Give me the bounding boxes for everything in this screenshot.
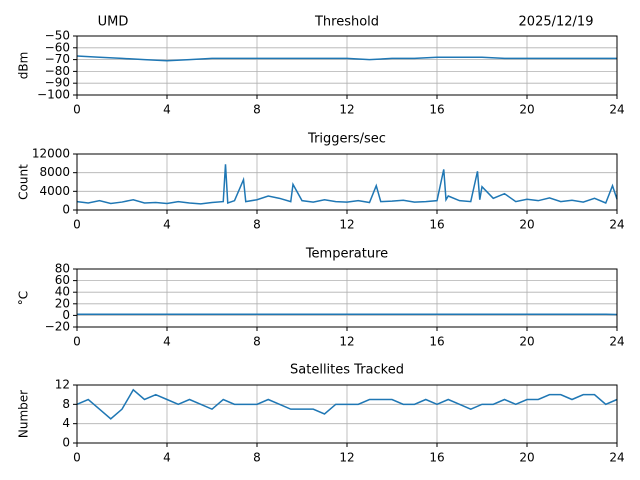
x-tick-label: 20 (519, 335, 534, 349)
x-tick-label: 0 (73, 451, 81, 465)
x-tick-label: 16 (429, 335, 444, 349)
data-line (76, 55, 617, 62)
y-tick-label: 4 (62, 416, 70, 430)
axes-frame (76, 35, 618, 96)
x-tick-label: 24 (609, 218, 624, 232)
x-tick-label: 8 (253, 335, 261, 349)
x-tick-label: 4 (163, 218, 171, 232)
y-tick-label: 12000 (32, 147, 70, 161)
y-tick-label: 8000 (39, 165, 70, 179)
y-tick-label: 80 (55, 262, 70, 276)
axes-frame (76, 384, 618, 444)
x-tick-label: 0 (73, 103, 81, 117)
x-tick-label: 8 (253, 218, 261, 232)
x-tick-label: 16 (429, 451, 444, 465)
y-tick-label: 60 (55, 273, 70, 287)
x-tick-label: 8 (253, 103, 261, 117)
x-tick-label: 24 (609, 335, 624, 349)
x-tick-label: 24 (609, 451, 624, 465)
chart-title: Triggers/sec (307, 132, 386, 147)
x-tick-label: 0 (73, 218, 81, 232)
chart-title: Threshold (314, 15, 379, 30)
y-tick-label: 8 (62, 397, 70, 411)
y-tick-label: 0 (62, 308, 70, 322)
y-axis-label: Number (17, 390, 31, 438)
x-tick-label: 16 (429, 218, 444, 232)
x-tick-label: 12 (339, 218, 354, 232)
y-tick-label: −60 (45, 40, 70, 54)
x-tick-label: 8 (253, 451, 261, 465)
y-tick-label: −50 (45, 29, 70, 43)
y-axis-label: °C (17, 291, 31, 305)
y-tick-label: −20 (45, 320, 70, 334)
x-tick-label: 20 (519, 218, 534, 232)
x-tick-label: 12 (339, 103, 354, 117)
y-axis-label: dBm (17, 52, 31, 80)
chart-title: Temperature (305, 247, 388, 262)
x-tick-label: 12 (339, 335, 354, 349)
date-label: 2025/12/19 (519, 15, 594, 30)
x-tick-label: 0 (73, 335, 81, 349)
x-tick-label: 4 (163, 451, 171, 465)
x-tick-label: 16 (429, 103, 444, 117)
y-tick-label: 20 (55, 296, 70, 310)
x-tick-label: 12 (339, 451, 354, 465)
data-line (76, 388, 618, 420)
y-tick-label: 12 (55, 378, 70, 392)
y-tick-label: −100 (37, 88, 70, 102)
y-axis-label: Count (17, 164, 31, 200)
y-tick-label: 0 (62, 436, 70, 450)
x-tick-label: 4 (163, 335, 171, 349)
y-tick-label: −80 (45, 64, 70, 78)
data-line (76, 164, 618, 205)
x-tick-label: 4 (163, 103, 171, 117)
x-tick-label: 24 (609, 103, 624, 117)
axes-frame (76, 153, 618, 211)
x-tick-label: 20 (519, 451, 534, 465)
y-tick-label: 0 (62, 203, 70, 217)
y-tick-label: 4000 (39, 184, 70, 198)
station-label: UMD (98, 15, 129, 30)
x-tick-label: 20 (519, 103, 534, 117)
axes-frame (76, 268, 618, 328)
y-tick-label: −90 (45, 76, 70, 90)
y-tick-label: −70 (45, 52, 70, 66)
y-tick-label: 40 (55, 285, 70, 299)
chart-title: Satellites Tracked (290, 363, 404, 378)
